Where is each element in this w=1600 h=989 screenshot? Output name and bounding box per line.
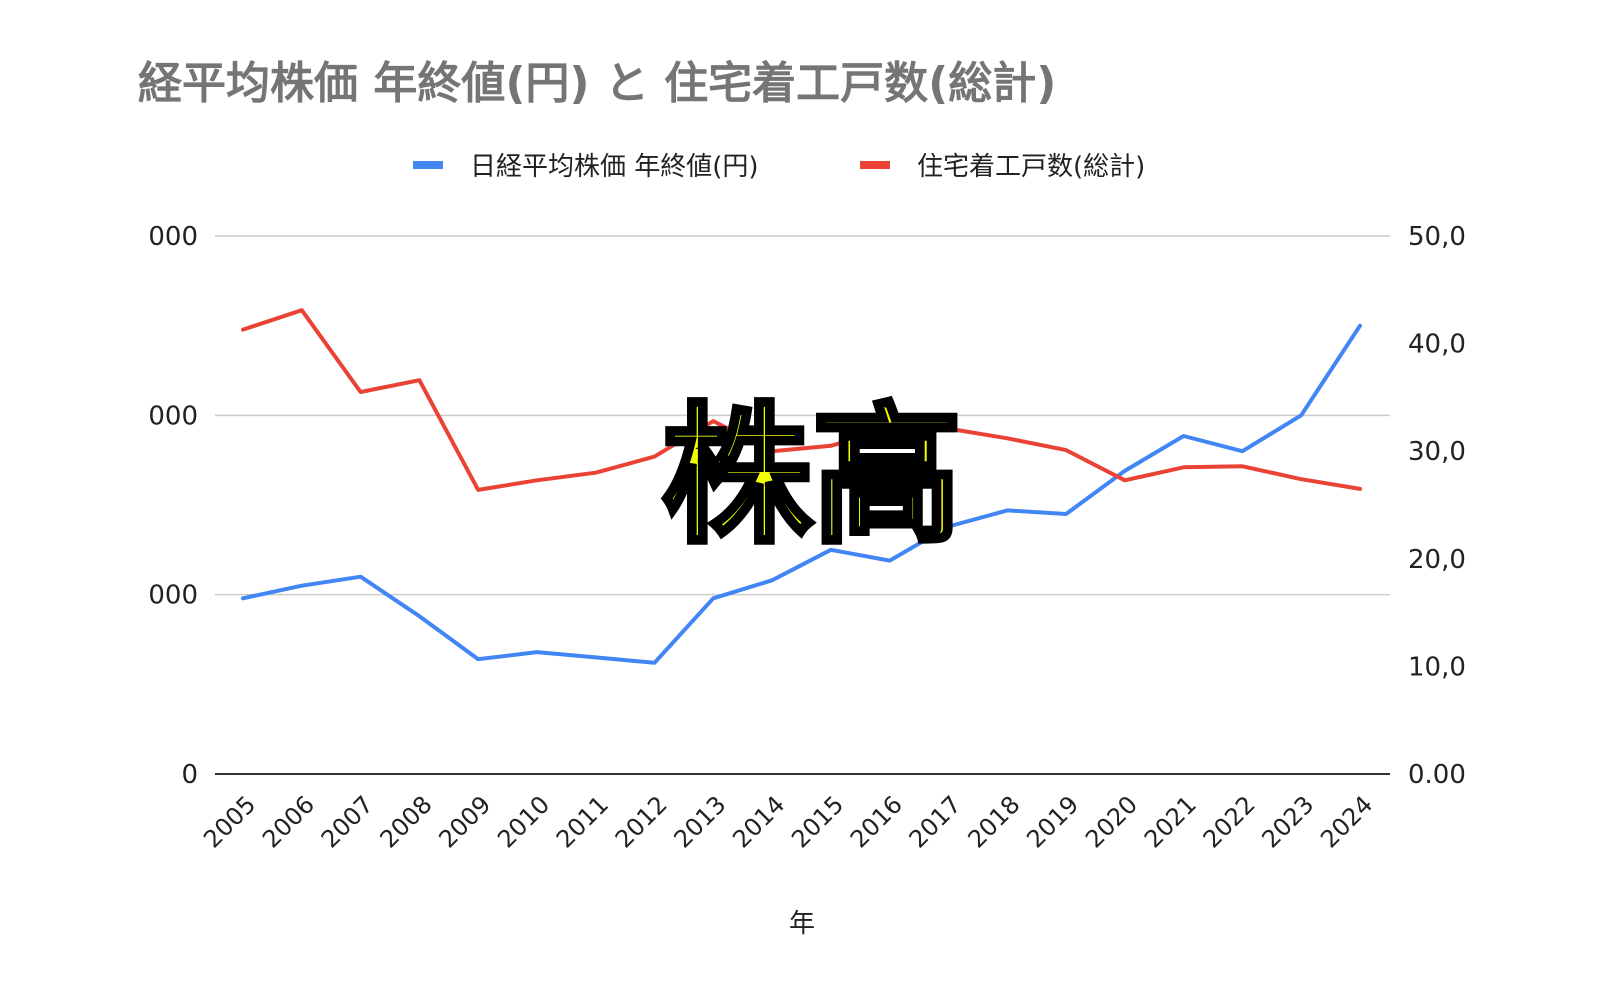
left-tick-label-3: 000: [148, 222, 198, 252]
x-axis-title: 年: [789, 909, 815, 939]
x-tick-label-2023: 2023: [1256, 790, 1319, 853]
legend-swatch-nikkei: [413, 161, 443, 169]
gridlines: [215, 235, 1390, 596]
x-tick-label-2014: 2014: [727, 790, 790, 853]
left-tick-label-1: 000: [148, 581, 198, 611]
right-axis-ticks: 0.00 10,0 20,0 30,0 40,0 50,0: [1408, 222, 1466, 790]
x-tick-label-2021: 2021: [1139, 790, 1202, 853]
right-tick-label-4: 40,0: [1408, 330, 1466, 360]
x-tick-label-2024: 2024: [1315, 790, 1378, 853]
legend-label-nikkei: 日経平均株価 年終値(円): [470, 152, 759, 182]
legend-swatch-housing: [860, 161, 890, 169]
left-tick-label-0: 0: [181, 760, 198, 790]
x-tick-label-2005: 2005: [198, 790, 261, 853]
x-tick-label-2020: 2020: [1080, 790, 1143, 853]
right-tick-label-5: 50,0: [1408, 222, 1466, 252]
left-tick-label-2: 000: [148, 401, 198, 431]
x-tick-label-2010: 2010: [492, 790, 555, 853]
right-tick-label-3: 30,0: [1408, 437, 1466, 467]
right-tick-label-0: 0.00: [1408, 760, 1466, 790]
x-tick-label-2011: 2011: [551, 790, 614, 853]
x-tick-label-2016: 2016: [845, 790, 908, 853]
x-tick-label-2008: 2008: [375, 790, 438, 853]
x-tick-label-2015: 2015: [786, 790, 849, 853]
legend-label-housing: 住宅着工戸数(総計): [917, 152, 1145, 182]
series-lines: [241, 308, 1362, 665]
x-tick-label-2012: 2012: [610, 790, 673, 853]
overlay-caption: 株高: [659, 390, 964, 564]
x-tick-label-2013: 2013: [669, 790, 732, 853]
x-tick-label-2019: 2019: [1021, 790, 1084, 853]
right-tick-label-1: 10,0: [1408, 652, 1466, 682]
legend: 日経平均株価 年終値(円) 住宅着工戸数(総計): [413, 152, 1145, 182]
series-line-1: [241, 308, 1362, 492]
right-tick-label-2: 20,0: [1408, 545, 1466, 575]
x-axis-ticks: 2005200620072008200920102011201220132014…: [198, 790, 1378, 853]
x-tick-label-2007: 2007: [316, 790, 379, 853]
x-tick-label-2017: 2017: [904, 790, 967, 853]
x-tick-label-2018: 2018: [963, 790, 1026, 853]
x-tick-label-2006: 2006: [257, 790, 320, 853]
chart-title: 経平均株価 年終値(円) と 住宅着工戸数(総計): [138, 58, 1056, 109]
series-line-0: [241, 323, 1362, 665]
x-tick-label-2022: 2022: [1198, 790, 1261, 853]
x-tick-label-2009: 2009: [433, 790, 496, 853]
